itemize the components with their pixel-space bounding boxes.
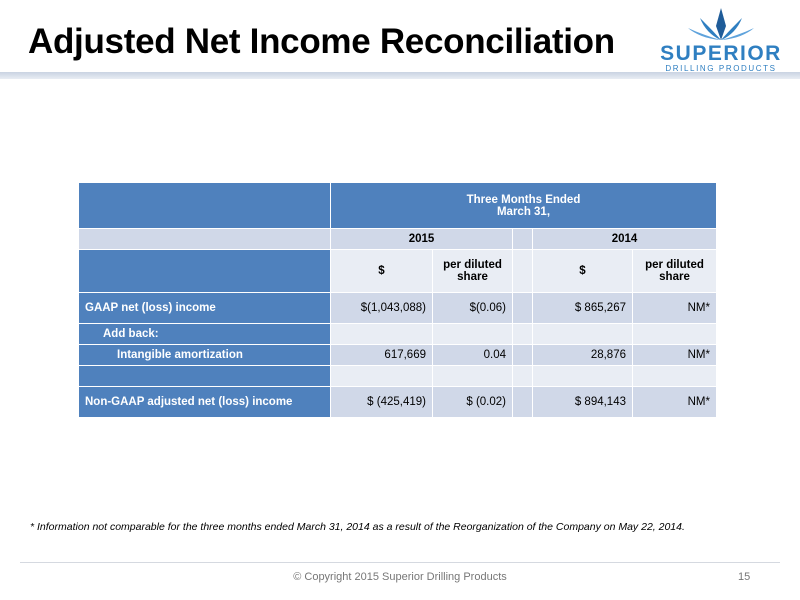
company-logo: SUPERIOR DRILLING PRODUCTS [648,6,794,73]
cell-value-2015: $(1,043,088) [330,292,433,324]
cell-value-2015: $ (425,419) [330,386,433,418]
col-per-share-2014: per diluted share [632,249,717,293]
cell-per-share-2015: 0.04 [432,344,513,366]
cell-per-share-2014: NM* [632,292,717,324]
copyright-notice: © Copyright 2015 Superior Drilling Produ… [293,571,507,583]
col-per-share-2015: per diluted share [432,249,513,293]
drill-bit-icon [688,8,754,40]
spacer-cell [512,228,533,250]
header-blank-cell [78,182,331,229]
spacer-cell [512,344,533,366]
cell-per-share-2015: $ (0.02) [432,386,513,418]
cell-value-2014: 28,876 [532,344,633,366]
logo-subtitle: DRILLING PRODUCTS [665,64,777,73]
cell-value-2014: $ 865,267 [532,292,633,324]
table-row: Add back: [78,323,717,345]
header-divider [0,72,800,79]
reconciliation-table: Three Months Ended March 31, 2015 2014 $… [78,182,717,418]
cell-value-2014 [532,323,633,345]
table-row: GAAP net (loss) income $(1,043,088) $(0.… [78,292,717,324]
logo-wordmark: SUPERIOR [660,42,782,65]
col-dollar-2014: $ [532,249,633,293]
period-header: Three Months Ended March 31, [330,182,717,229]
footnote: * Information not comparable for the thr… [30,521,685,533]
page-number: 15 [738,571,751,583]
footer-divider [20,562,780,563]
cell-value-2015 [330,323,433,345]
spacer-cell [512,323,533,345]
cell-per-share-2015 [432,323,513,345]
column-header-blank [78,249,331,293]
col-dollar-2015: $ [330,249,433,293]
spacer-cell [512,292,533,324]
cell-per-share-2014 [632,365,717,387]
cell-per-share-2014 [632,323,717,345]
column-header-row: $ per diluted share $ per diluted share [78,249,717,293]
cell-per-share-2014: NM* [632,386,717,418]
cell-per-share-2015: $(0.06) [432,292,513,324]
cell-value-2015 [330,365,433,387]
row-label: Add back: [78,323,331,345]
slide-title: Adjusted Net Income Reconciliation [28,22,615,61]
table-row [78,365,717,387]
row-label: Intangible amortization [78,344,331,366]
spacer-cell [512,249,533,293]
year-2014: 2014 [532,228,717,250]
table-row: Non-GAAP adjusted net (loss) income $ (4… [78,386,717,418]
cell-per-share-2014: NM* [632,344,717,366]
cell-value-2014 [532,365,633,387]
row-label [78,365,331,387]
row-label: GAAP net (loss) income [78,292,331,324]
year-row: 2015 2014 [78,228,717,250]
spacer-cell [512,386,533,418]
year-row-blank [78,228,331,250]
year-2015: 2015 [330,228,513,250]
cell-value-2014: $ 894,143 [532,386,633,418]
cell-value-2015: 617,669 [330,344,433,366]
table-header-row: Three Months Ended March 31, [78,182,717,229]
table-row: Intangible amortization 617,669 0.04 28,… [78,344,717,366]
row-label: Non-GAAP adjusted net (loss) income [78,386,331,418]
spacer-cell [512,365,533,387]
cell-per-share-2015 [432,365,513,387]
